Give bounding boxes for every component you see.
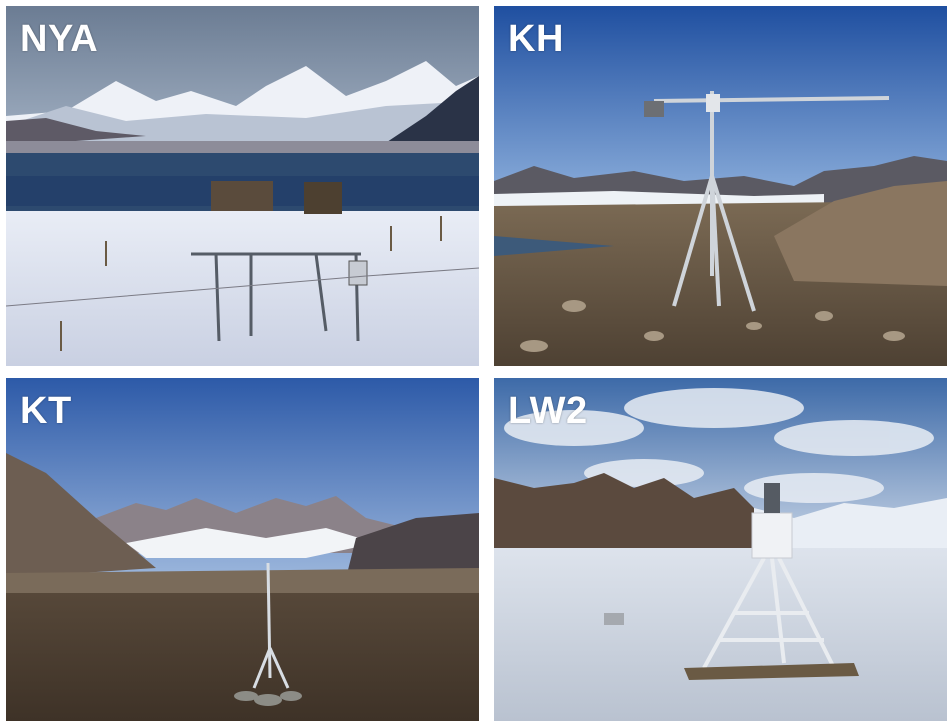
photo-panel-kt: KT [6,378,479,721]
kh-photo [494,6,947,366]
station-label-nya: NYA [20,18,99,60]
lw2-photo [494,378,947,721]
nya-photo [6,6,479,366]
photo-panel-kh: KH [494,6,947,366]
station-label-kh: KH [508,18,564,60]
photo-panel-nya: NYA [6,6,479,366]
kt-photo [6,378,479,721]
station-label-kt: KT [20,390,72,432]
station-label-lw2: LW2 [508,390,588,432]
photo-panel-lw2: LW2 [494,378,947,721]
